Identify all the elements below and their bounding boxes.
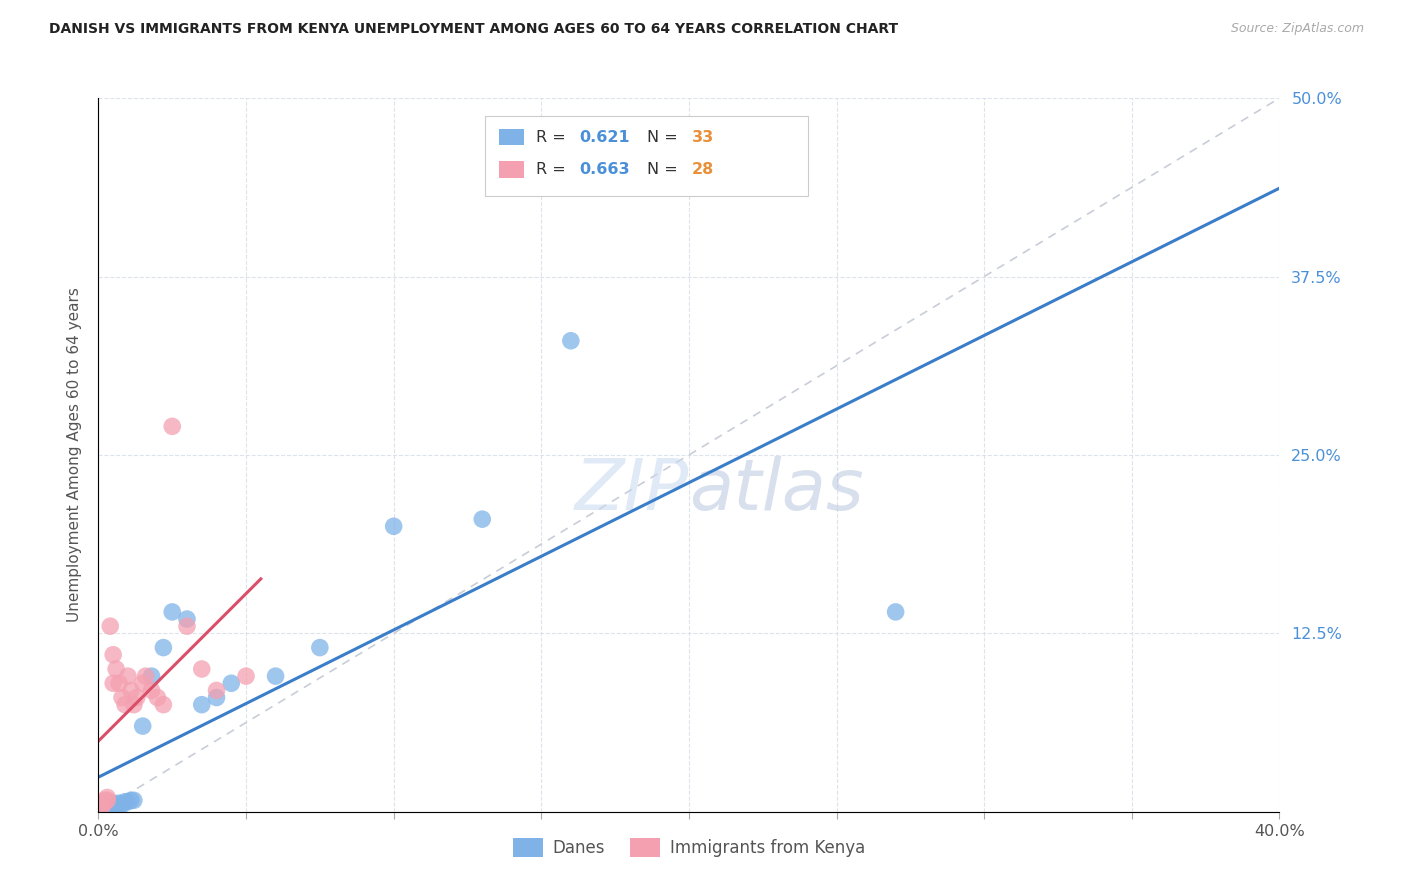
Point — [93, 793, 115, 807]
Point — [132, 719, 155, 733]
Point — [96, 802, 118, 816]
Point — [309, 640, 332, 655]
Point — [90, 802, 112, 816]
Text: R =: R = — [536, 130, 571, 145]
Point — [122, 793, 145, 807]
Point — [117, 795, 139, 809]
Point — [105, 662, 128, 676]
Point — [162, 419, 183, 434]
Text: atlas: atlas — [689, 456, 863, 525]
Legend: Danes, Immigrants from Kenya: Danes, Immigrants from Kenya — [506, 831, 872, 864]
Text: Source: ZipAtlas.com: Source: ZipAtlas.com — [1230, 22, 1364, 36]
Point — [90, 799, 112, 814]
Point — [93, 797, 115, 812]
Point — [264, 669, 287, 683]
Point — [152, 640, 174, 655]
Point — [103, 796, 125, 810]
Point — [96, 793, 118, 807]
Point — [176, 612, 198, 626]
Y-axis label: Unemployment Among Ages 60 to 64 years: Unemployment Among Ages 60 to 64 years — [67, 287, 83, 623]
Point — [103, 648, 125, 662]
Text: ZIP: ZIP — [575, 456, 689, 525]
Point — [205, 683, 228, 698]
Point — [105, 797, 128, 812]
Point — [471, 512, 494, 526]
Point — [125, 690, 148, 705]
Text: DANISH VS IMMIGRANTS FROM KENYA UNEMPLOYMENT AMONG AGES 60 TO 64 YEARS CORRELATI: DANISH VS IMMIGRANTS FROM KENYA UNEMPLOY… — [49, 22, 898, 37]
Point — [93, 796, 115, 810]
Point — [146, 690, 169, 705]
Point — [103, 799, 125, 814]
Text: R =: R = — [536, 162, 571, 177]
Point — [560, 334, 582, 348]
Point — [191, 662, 214, 676]
Point — [117, 669, 139, 683]
Point — [235, 669, 257, 683]
Point — [162, 605, 183, 619]
Point — [98, 797, 121, 812]
Point — [132, 676, 155, 690]
Point — [98, 800, 121, 814]
Point — [219, 676, 242, 690]
Point — [135, 669, 157, 683]
Point — [122, 698, 145, 712]
Point — [108, 796, 131, 810]
Point — [884, 605, 907, 619]
Point — [141, 669, 163, 683]
Text: N =: N = — [647, 162, 683, 177]
Point — [176, 619, 198, 633]
Text: N =: N = — [647, 130, 683, 145]
Point — [120, 793, 142, 807]
Point — [108, 676, 131, 690]
Point — [96, 799, 118, 814]
Point — [111, 690, 134, 705]
Text: 0.621: 0.621 — [579, 130, 630, 145]
Point — [93, 800, 115, 814]
Text: 33: 33 — [692, 130, 714, 145]
Point — [382, 519, 405, 533]
Point — [98, 619, 121, 633]
Point — [120, 683, 142, 698]
Text: 28: 28 — [692, 162, 714, 177]
Point — [114, 698, 136, 712]
Point — [103, 676, 125, 690]
Point — [90, 800, 112, 814]
Point — [90, 799, 112, 814]
Point — [96, 790, 118, 805]
Point — [90, 797, 112, 812]
Point — [191, 698, 214, 712]
Point — [141, 683, 163, 698]
Point — [152, 698, 174, 712]
Point — [108, 799, 131, 814]
Point — [114, 795, 136, 809]
Text: 0.663: 0.663 — [579, 162, 630, 177]
Point — [111, 797, 134, 812]
Point — [205, 690, 228, 705]
Point — [105, 800, 128, 814]
